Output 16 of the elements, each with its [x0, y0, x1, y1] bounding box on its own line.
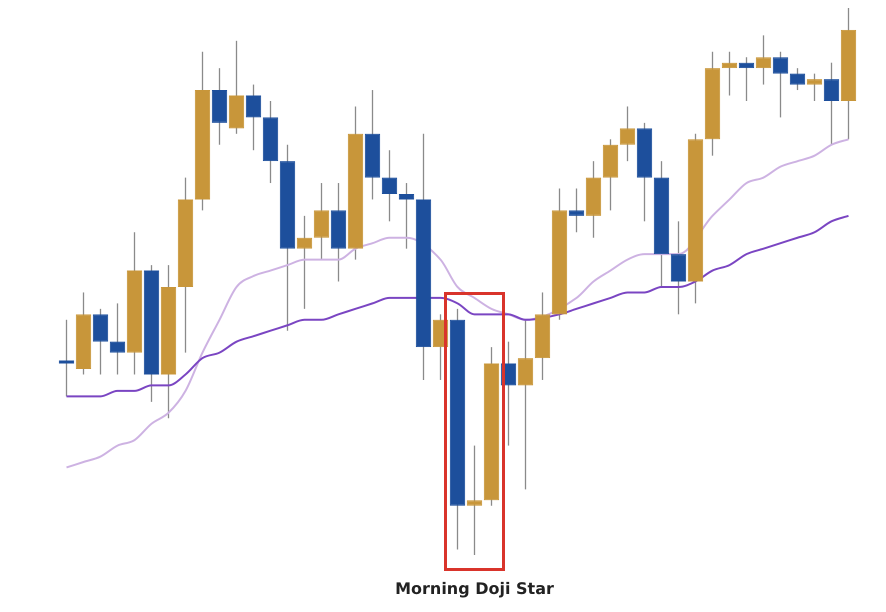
candlestick [772, 51, 788, 118]
candlestick [296, 215, 312, 310]
candlestick [466, 444, 482, 556]
candlestick [756, 34, 772, 86]
candlestick [806, 72, 822, 102]
candlestick [110, 302, 126, 376]
candlestick [382, 150, 398, 222]
candlestick [246, 84, 262, 151]
text: Morning Doji Star [395, 579, 554, 598]
candlestick [722, 51, 738, 96]
candlestick [620, 106, 636, 162]
candlestick [58, 319, 74, 398]
candlestick [398, 182, 414, 250]
candlestick [568, 188, 584, 233]
candlestick [738, 56, 754, 102]
candlestick [824, 62, 840, 146]
